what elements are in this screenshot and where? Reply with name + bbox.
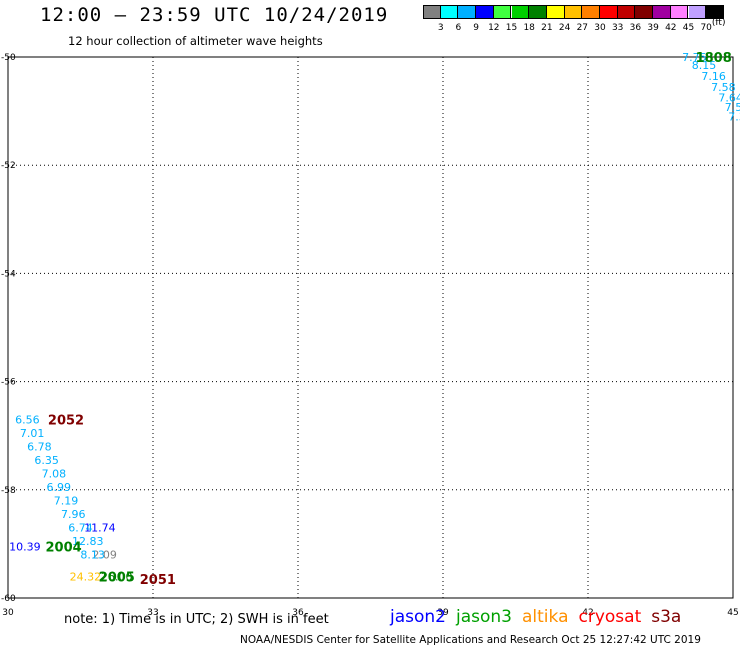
x-tick-label: 45: [727, 608, 738, 618]
wave-height-label: 7.64: [718, 92, 740, 105]
colorbar-tick: 36: [629, 23, 642, 33]
colorbar-frame: [423, 5, 724, 19]
pass-time-label: 2051: [140, 573, 176, 588]
wave-height-label: 8.15: [692, 59, 717, 72]
legend-item-altika: altika: [522, 607, 569, 627]
legend-item-jason3: jason3: [456, 607, 512, 627]
x-tick-label: 33: [147, 608, 158, 618]
chart-title: 12:00 – 23:59 UTC 10/24/2019: [40, 4, 389, 26]
wave-height-label: 6.99: [47, 481, 72, 494]
colorbar-tick: 42: [665, 23, 677, 33]
colorbar-swatch: [600, 5, 618, 19]
colorbar-swatch: [564, 5, 583, 19]
colorbar-tick: 24: [558, 23, 571, 33]
wave-height-label: 11.74: [84, 522, 116, 535]
pass-time-label: 2004: [45, 541, 81, 556]
colorbar-tick: 12: [488, 23, 500, 33]
y-tick-label: -50: [1, 53, 16, 63]
wave-height-label: 7.08: [42, 468, 67, 481]
wave-height-label: 7.75: [682, 51, 707, 64]
legend-item-cryosat: cryosat: [578, 607, 642, 627]
colorbar-tick: 27: [576, 23, 589, 33]
y-tick-label: -52: [1, 161, 16, 171]
wave-height-label: 6.74: [68, 522, 93, 535]
x-tick-label: 36: [292, 608, 304, 618]
colorbar-swatch: [529, 5, 547, 19]
colorbar-swatch: [476, 5, 494, 19]
wave-height-label: 7.96: [61, 508, 86, 521]
x-tick-label: 39: [437, 608, 449, 618]
wave-height-label: 8.13: [80, 549, 105, 562]
colorbar-swatch: [688, 5, 707, 19]
legend-item-s3a: s3a: [651, 607, 682, 627]
colorbar-tick: 9: [473, 23, 479, 33]
wave-height-label: 2.09: [92, 549, 117, 562]
wave-height-label: 26.00: [101, 570, 133, 583]
colorbar-tick: 15: [505, 23, 518, 33]
plot-frame: [7, 56, 734, 599]
satellite-legend: jason2 jason3 altika cryosat s3a: [390, 607, 691, 627]
colorbar-tick: 39: [647, 23, 659, 33]
colorbar-swatch: [670, 5, 689, 19]
pass-time-label: 1808: [696, 51, 732, 66]
colorbar-tick: 33: [611, 23, 624, 33]
wave-height-label: 7.01: [20, 427, 45, 440]
wave-height-label: 6.35: [34, 454, 59, 467]
colorbar-swatch: [440, 5, 459, 19]
colorbar-tick: 18: [523, 23, 535, 33]
footer-credit: NOAA/NESDIS Center for Satellite Applica…: [240, 634, 701, 646]
y-tick-label: -58: [1, 486, 16, 496]
colorbar-swatch: [582, 5, 600, 19]
colorbar-swatch: [493, 5, 512, 19]
y-tick-label: -56: [1, 378, 16, 388]
x-tick-label: 30: [2, 608, 14, 618]
x-tick-label: 42: [582, 608, 593, 618]
colorbar-tick: 21: [541, 23, 553, 33]
wave-height-label: 7.56: [725, 101, 740, 114]
chart-subtitle: 12 hour collection of altimeter wave hei…: [68, 34, 323, 48]
colorbar-swatch: [546, 5, 565, 19]
y-tick-label: -54: [1, 269, 16, 279]
wave-height-label: 24.32: [70, 570, 102, 583]
note-text: note: 1) Time is in UTC; 2) SWH is in fe…: [64, 612, 329, 627]
colorbar-tick: 6: [455, 23, 462, 33]
colorbar-tick: 45: [682, 23, 695, 33]
wave-height-label: 7.19: [54, 495, 79, 508]
pass-time-label: 2052: [48, 413, 84, 428]
wave-height-label: 12.83: [72, 535, 104, 548]
wave-height-label: 10.39: [9, 541, 41, 554]
wave-height-label: 7.58: [711, 81, 736, 94]
colorbar-swatch: [653, 5, 671, 19]
legend-item-jason2: jason2: [390, 607, 446, 627]
colorbar-tick: 30: [594, 23, 606, 33]
colorbar-swatch: [458, 5, 477, 19]
colorbar-swatch: [617, 5, 636, 19]
colorbar-swatch: [423, 5, 441, 19]
wave-height-label: 6.78: [27, 441, 52, 454]
colorbar-swatch: [635, 5, 654, 19]
colorbar-tick: 70: [700, 23, 712, 33]
colorbar-units: (ft): [711, 18, 726, 28]
wave-height-label: 6.56: [15, 413, 40, 426]
colorbar-swatch: [511, 5, 530, 19]
pass-time-label: 2005: [99, 570, 135, 585]
wave-height-label: 7.3: [728, 111, 740, 124]
y-tick-label: -60: [1, 594, 16, 604]
colorbar-tick: 3: [437, 23, 444, 33]
wave-height-label: 7.16: [701, 70, 726, 83]
